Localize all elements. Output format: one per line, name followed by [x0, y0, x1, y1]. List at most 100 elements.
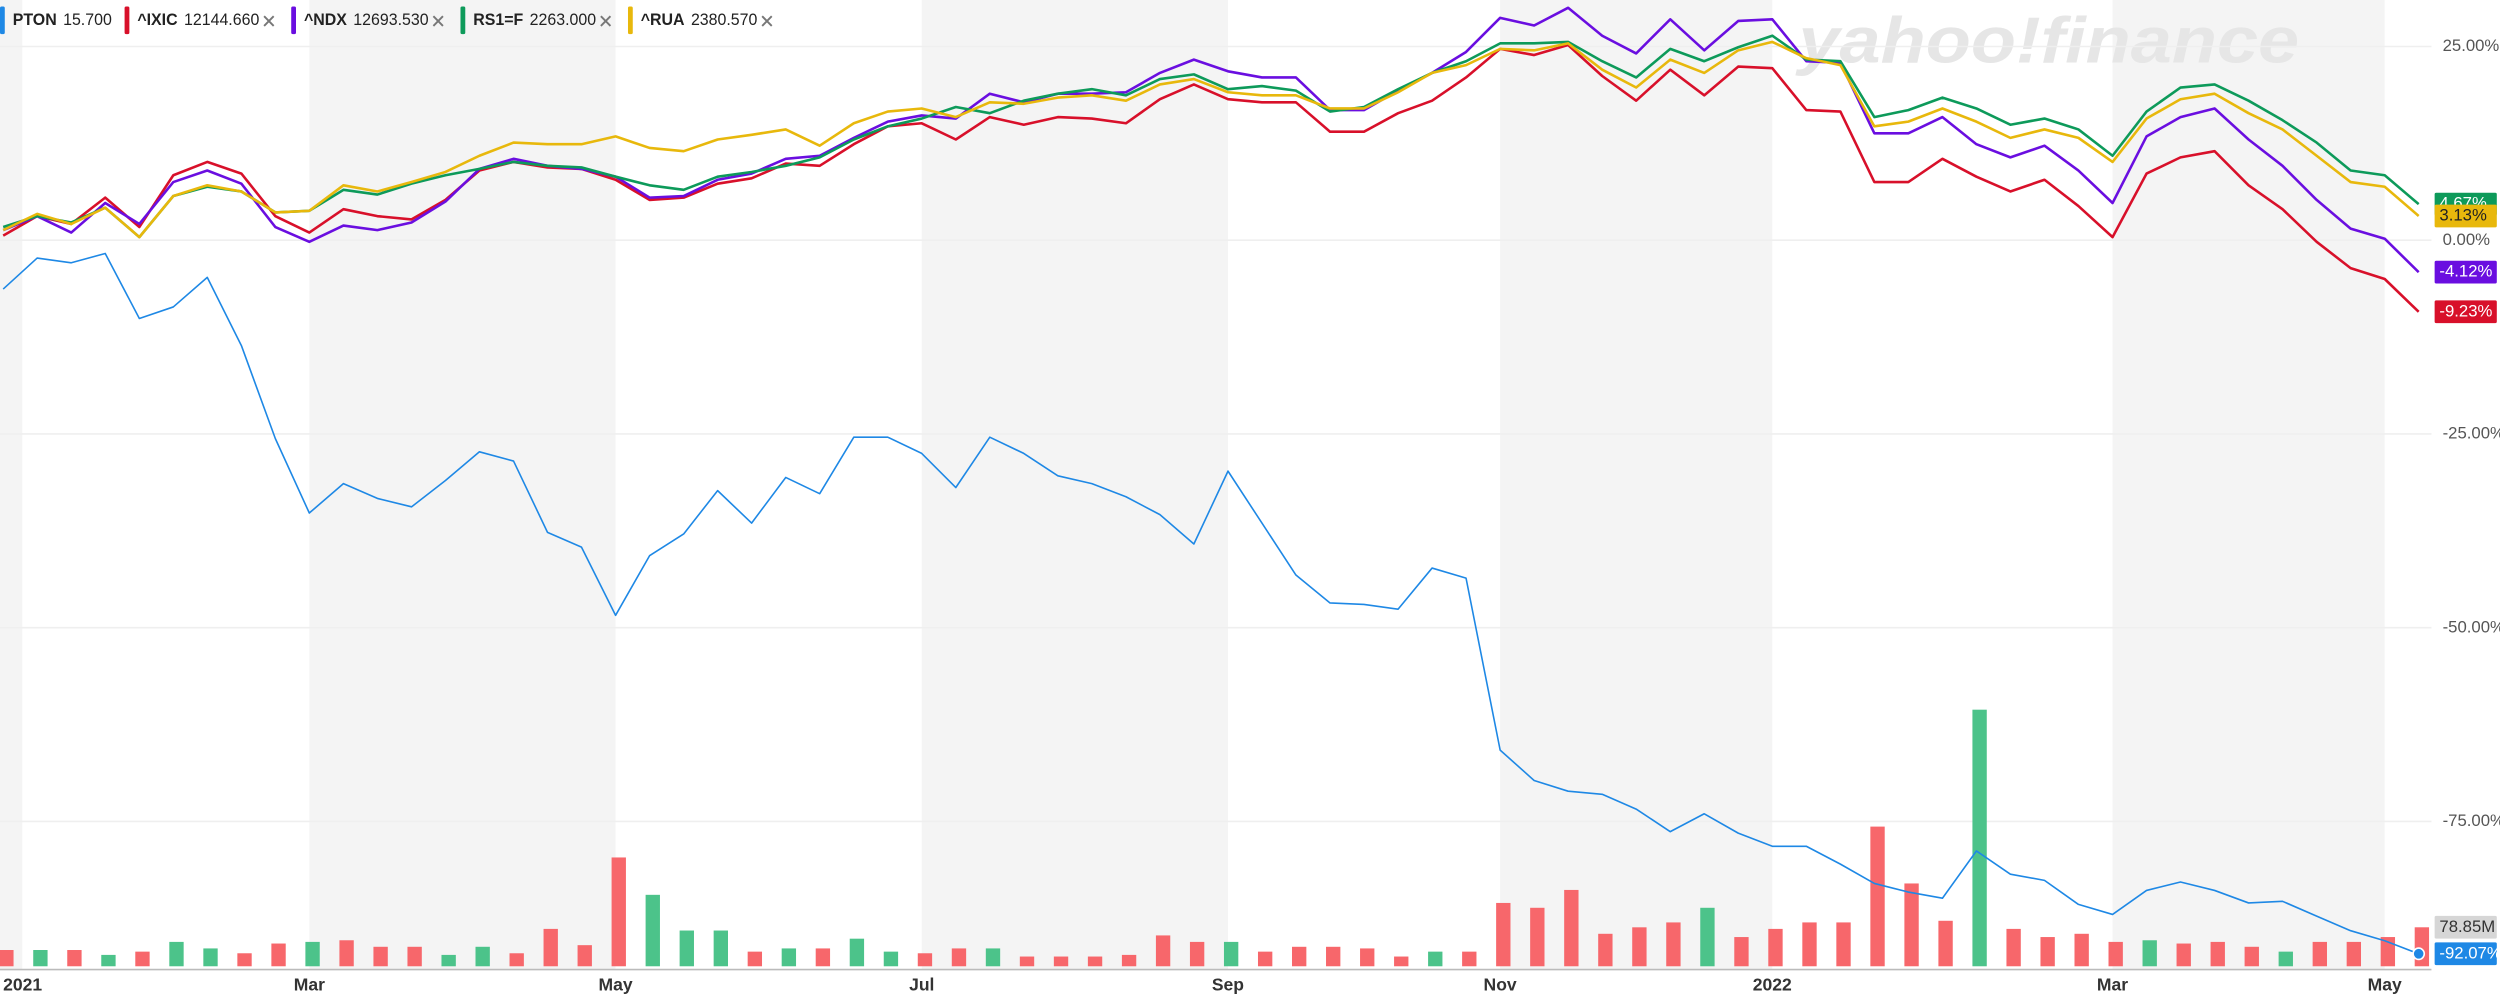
legend-swatch	[627, 6, 633, 35]
volume-bar	[951, 948, 967, 967]
legend: PTON 15.700 ^IXIC 12144.660 ^NDX 12693.530 RS1…	[0, 6, 773, 35]
volume-bar	[2108, 941, 2123, 967]
volume-bar	[1360, 948, 1375, 967]
x-tick-label: Nov	[1484, 974, 1517, 994]
remove-icon	[600, 15, 612, 27]
legend-name: PTON	[13, 11, 57, 29]
series-line	[2, 252, 2419, 955]
legend-item: ^IXIC 12144.660	[124, 6, 275, 35]
x-tick-label: May	[2368, 974, 2402, 994]
series-line	[2, 6, 2420, 274]
month-band	[921, 0, 1228, 970]
volume-bar	[611, 857, 626, 967]
series-line	[2, 40, 2420, 239]
end-label: -9.23%	[2439, 301, 2492, 320]
volume-bar	[1836, 922, 1851, 967]
legend-swatch	[460, 6, 466, 35]
remove-button[interactable]	[432, 15, 444, 27]
remove-icon	[263, 15, 275, 27]
legend-name: RS1=F	[473, 11, 523, 29]
volume-bar	[747, 951, 763, 967]
volume-bar	[373, 946, 388, 967]
remove-button[interactable]	[761, 15, 773, 27]
volume-bar	[1189, 941, 1205, 967]
volume-bar	[1155, 935, 1171, 967]
legend-text: ^NDX 12693.530	[304, 11, 429, 29]
y-tick-label: -50.00%	[2443, 617, 2500, 636]
volume-bar	[1700, 907, 1715, 967]
legend-swatch	[291, 6, 296, 35]
legend-text: ^RUA 2380.570	[641, 11, 758, 29]
end-label: -4.12%	[2439, 262, 2492, 281]
volume-bar	[1904, 883, 1919, 967]
volume-bar	[645, 894, 660, 967]
volume-bar	[883, 951, 899, 967]
volume-bar	[2414, 927, 2430, 967]
legend-text: ^IXIC 12144.660	[137, 11, 259, 29]
volume-bar	[2006, 928, 2021, 967]
watermark: yahoo!finance	[1795, 4, 2299, 77]
volume-bar	[1564, 889, 1579, 967]
legend-price: 15.700	[63, 11, 112, 29]
volume-bar	[237, 953, 252, 967]
volume-bar	[305, 941, 320, 967]
end-label-box	[2434, 204, 2497, 228]
legend-price: 12693.530	[353, 11, 428, 29]
volume-bar	[475, 946, 490, 967]
volume-bar	[2312, 941, 2327, 967]
legend-name: ^RUA	[641, 11, 685, 29]
legend-item: RS1=F 2263.000	[460, 6, 612, 35]
volume-bar	[1257, 951, 1273, 967]
volume-bar	[577, 945, 592, 967]
volume-bar	[1462, 951, 1477, 967]
end-label: -92.07%	[2439, 943, 2500, 962]
volume-bar	[1802, 922, 1817, 967]
volume-bar	[1870, 826, 1885, 967]
volume-bar	[0, 950, 14, 967]
end-label-box	[2434, 300, 2497, 324]
volume-bar	[2244, 946, 2259, 967]
volume-end-label: 78.85M	[2439, 917, 2495, 936]
volume-bar	[203, 948, 218, 967]
series-line	[2, 43, 2420, 313]
volume-bar	[1496, 902, 1511, 967]
grid	[0, 45, 2432, 823]
volume-bar	[1598, 933, 1613, 967]
volume-bar	[1666, 922, 1681, 967]
legend-price: 2263.000	[530, 11, 596, 29]
volume-bar	[1223, 941, 1239, 967]
volume-bar	[1768, 928, 1783, 967]
volume-bar	[1019, 956, 1035, 967]
volume-bar	[169, 941, 184, 967]
end-label-box	[2434, 260, 2497, 284]
volume-bar	[2346, 941, 2362, 967]
legend-item: PTON 15.700	[0, 6, 112, 35]
end-label-box	[2434, 942, 2497, 966]
volume-bar	[1530, 907, 1545, 967]
volume-bar	[1121, 954, 1137, 967]
x-tick-label: Mar	[294, 974, 325, 994]
volume-bar	[509, 953, 524, 967]
remove-icon	[432, 15, 444, 27]
y-tick-label: 0.00%	[2443, 230, 2490, 249]
month-bands	[0, 0, 2385, 970]
volume-bar	[713, 930, 728, 967]
volume-bar	[1734, 937, 1749, 967]
volume-bar	[271, 943, 286, 967]
volume-bar	[917, 953, 933, 967]
remove-button[interactable]	[263, 15, 275, 27]
volume-bar	[1292, 946, 1307, 967]
remove-button[interactable]	[600, 15, 612, 27]
volume-bar	[1632, 927, 1647, 967]
volume-bar	[781, 948, 797, 967]
x-tick-label: May	[599, 974, 633, 994]
volume-bar	[2040, 937, 2055, 967]
volume-bar	[33, 950, 48, 967]
end-labels: 78.85M-92.07%-9.23%-4.12%4.67%3.13%	[2434, 192, 2500, 966]
volume-bar	[2278, 951, 2293, 967]
legend-price: 2380.570	[691, 11, 757, 29]
end-dot	[2412, 947, 2426, 961]
volume-bar	[101, 954, 116, 967]
